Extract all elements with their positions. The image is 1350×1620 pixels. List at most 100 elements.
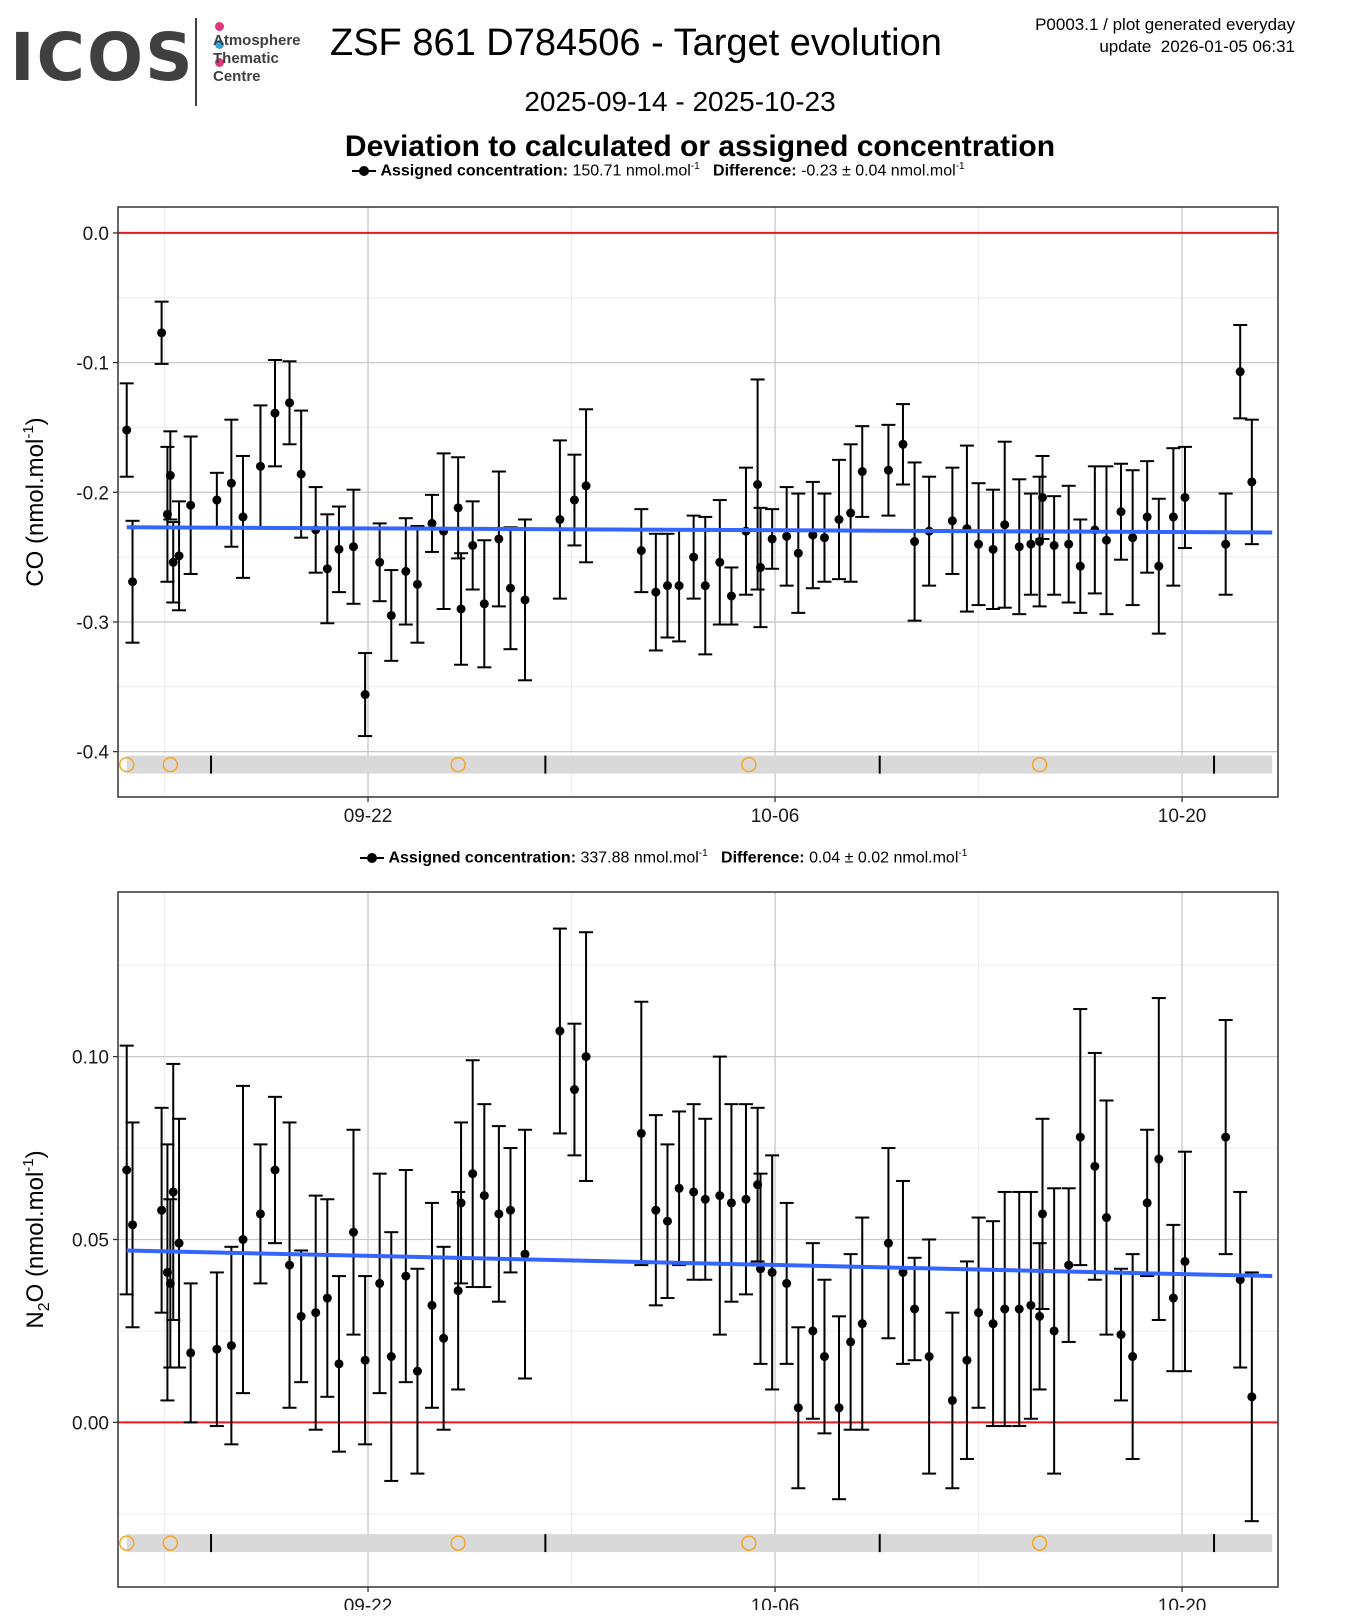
data-point [372,1172,387,1395]
point-marker [157,1205,167,1215]
point-marker [375,1278,385,1288]
data-point [320,513,335,625]
data-point [1012,1190,1027,1428]
data-point [895,1179,910,1365]
data-point [1114,1267,1129,1402]
data-point [451,1190,466,1391]
point-marker [1049,1326,1059,1336]
data-point [1035,1117,1050,1310]
point-marker [674,1183,684,1193]
data-point [125,1121,140,1329]
data-point [843,443,858,583]
point-marker [819,533,829,543]
point-marker [988,544,998,554]
point-marker [128,1220,138,1230]
data-point [1061,484,1076,604]
data-point [119,382,134,478]
data-point [1099,1099,1114,1336]
point-marker [468,540,478,550]
data-point [907,1256,922,1362]
point-marker [1026,1300,1036,1310]
data-point [1218,492,1233,596]
data-point [698,515,713,656]
data-point [503,1147,518,1274]
point-marker [122,1165,132,1175]
point-marker [494,534,504,544]
data-point [465,1059,480,1289]
data-point [331,505,346,594]
data-point [163,1198,178,1369]
point-marker [311,1308,321,1318]
point-marker [453,1286,463,1296]
point-marker [334,544,344,554]
data-point [971,482,986,607]
data-point [779,1201,794,1365]
point-marker [285,1260,295,1270]
point-marker [1221,539,1231,549]
point-marker [427,1300,437,1310]
data-point [1125,1253,1140,1460]
data-point [753,1172,768,1365]
point-marker [296,1311,306,1321]
data-point [294,1249,309,1384]
data-point [959,444,974,613]
data-point [567,1022,582,1157]
point-marker [924,1352,934,1362]
flag-circle [1031,1535,1048,1551]
point-marker [1235,367,1245,377]
point-marker [1035,1311,1045,1321]
x-tick-label: 10-20 [1158,1596,1207,1610]
point-marker [808,530,818,540]
data-point [331,1275,346,1453]
data-point [1012,478,1027,616]
data-point [579,408,594,564]
data-point [698,1117,713,1281]
data-point [1073,518,1088,614]
point-marker [348,1227,358,1237]
logo-separator [195,18,197,106]
point-marker [212,1344,222,1354]
point-marker [947,1395,957,1405]
y-tick-label: 0.00 [72,1413,109,1434]
data-point [805,1242,820,1420]
data-point [1166,447,1181,587]
data-point [1151,997,1166,1321]
page-title: ZSF 861 D784506 - Target evolution [330,22,942,64]
trend-line [126,1248,1273,1279]
point-marker [555,1026,565,1036]
data-point [154,300,169,365]
point-marker [1168,512,1178,522]
point-marker [255,461,265,471]
data-point [424,493,439,553]
point-marker [793,1403,803,1413]
data-point [1023,1190,1038,1420]
data-point [1061,1187,1076,1343]
point-marker [1154,561,1164,571]
point-marker [883,465,893,475]
data-point [791,492,806,614]
data-point [765,508,780,570]
data-point [648,1114,663,1307]
data-point [436,1245,451,1431]
data-point [648,532,663,652]
point-marker [128,577,138,587]
point-marker [662,581,672,591]
point-marker [974,539,984,549]
data-point [224,1245,239,1446]
point-marker [767,534,777,544]
point-marker [360,690,370,700]
legend-assigned-value: 337.88 nmol.mol [580,849,699,867]
point-marker [1064,539,1074,549]
legend-difference-label: Difference: [713,162,797,180]
point-marker [238,512,248,522]
point-marker [753,479,763,489]
point-marker [1235,1275,1245,1285]
data-point [346,1128,361,1336]
point-marker [883,1238,893,1248]
point-marker [334,1359,344,1369]
data-point [672,528,687,643]
data-point [398,1169,413,1384]
data-point [183,435,198,575]
data-point [166,1062,181,1321]
data-point [1244,1271,1259,1523]
